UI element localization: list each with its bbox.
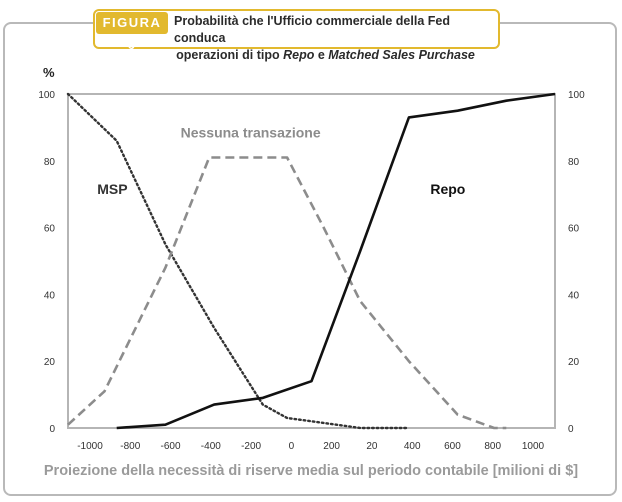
y-tick-label-left: 40 — [44, 290, 56, 301]
series-label-msp: MSP — [97, 181, 127, 197]
y-tick-label-left: 80 — [44, 157, 56, 168]
x-tick-label: -200 — [241, 441, 261, 452]
series-label-repo: Repo — [430, 181, 465, 197]
series-line-repo — [116, 92, 556, 430]
figure-frame — [3, 22, 617, 496]
series-line-msp — [66, 92, 411, 430]
x-tick-label: -800 — [120, 441, 140, 452]
y-tick-label-right: 60 — [568, 224, 580, 235]
x-tick-label: -400 — [201, 441, 221, 452]
x-tick-label: -1000 — [77, 441, 103, 452]
x-tick-label: 1000 — [522, 441, 545, 452]
y-tick-label-right: 20 — [568, 357, 580, 368]
x-tick-label: 200 — [323, 441, 340, 452]
y-axis-label: % — [43, 65, 55, 80]
y-tick-label-left: 20 — [44, 357, 56, 368]
x-axis-label: Proiezione della necessità di riserve me… — [43, 463, 579, 479]
title-line-2: operazioni di tipo Repo e Matched Sales … — [176, 48, 475, 62]
y-tick-label-right: 100 — [568, 90, 585, 101]
x-tick-label: 800 — [484, 441, 501, 452]
y-tick-label-right: 40 — [568, 290, 580, 301]
x-tick-label: 20 — [366, 441, 378, 452]
y-tick-label-left: 100 — [38, 90, 55, 101]
x-tick-label: 0 — [289, 441, 295, 452]
y-tick-label-left: 0 — [49, 424, 55, 435]
plot-area — [67, 93, 556, 429]
x-tick-label: -600 — [161, 441, 181, 452]
x-tick-label: 600 — [444, 441, 461, 452]
series-label-nessuna-transazione: Nessuna transazione — [181, 124, 321, 140]
figure-title: Probabilità che l'Ufficio commerciale de… — [174, 13, 499, 64]
figure-badge: FIGURA 6 — [96, 12, 168, 52]
y-tick-label-left: 60 — [44, 224, 56, 235]
title-line-1: Probabilità che l'Ufficio commerciale de… — [174, 14, 450, 45]
y-tick-label-right: 80 — [568, 157, 580, 168]
series-line-nessuna-transazione — [67, 156, 507, 430]
y-tick-label-right: 0 — [568, 424, 574, 435]
x-tick-label: 400 — [404, 441, 421, 452]
